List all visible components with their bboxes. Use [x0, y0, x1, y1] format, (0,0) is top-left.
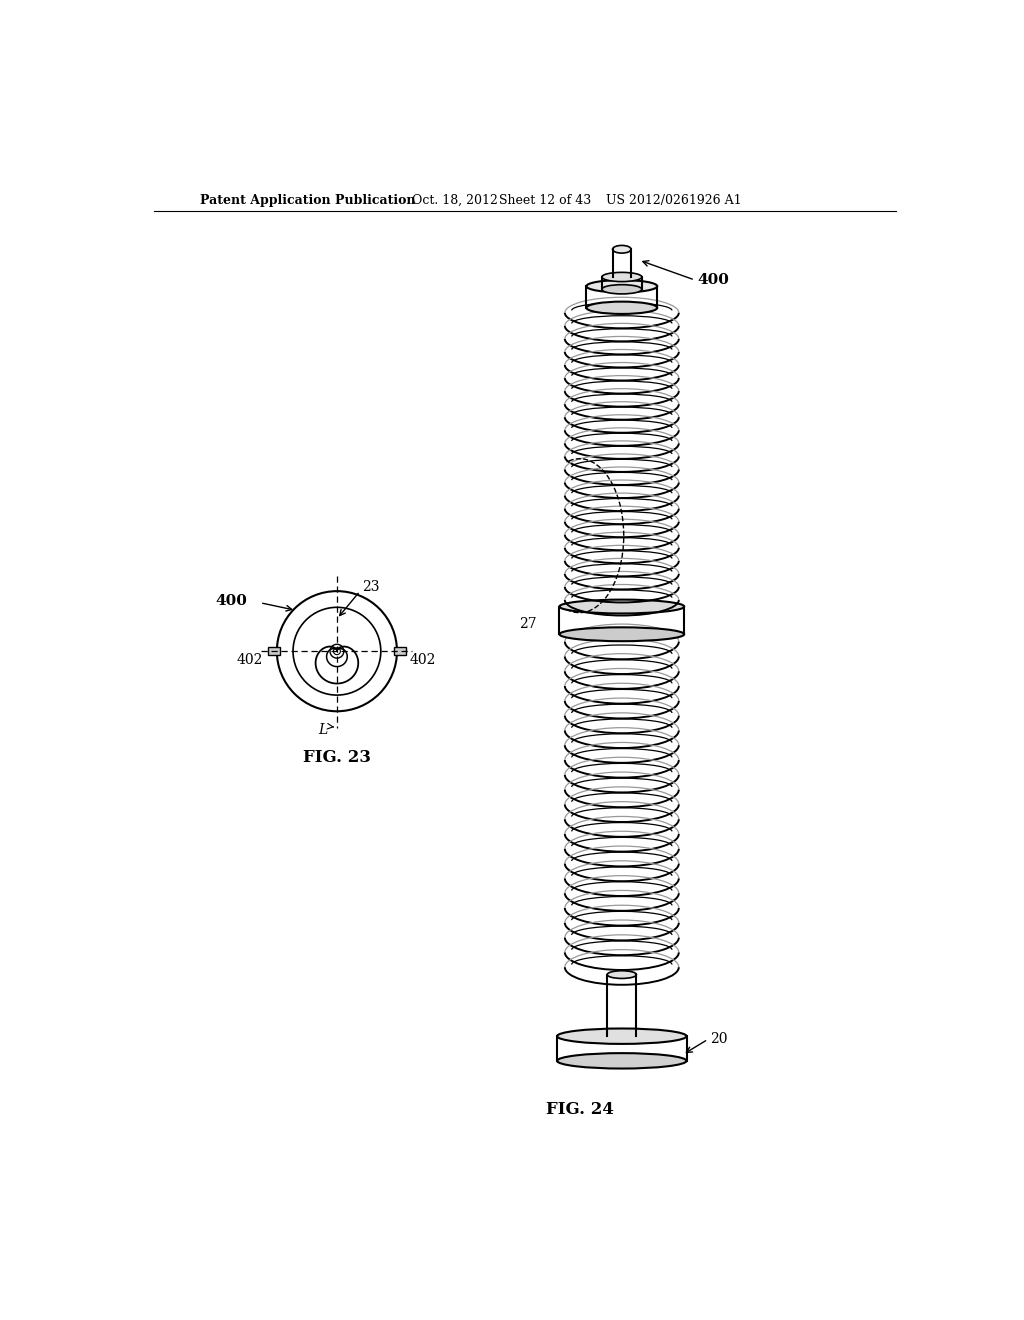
- Text: 402: 402: [237, 653, 263, 668]
- Text: 400: 400: [697, 273, 729, 286]
- Text: FIG. 23: FIG. 23: [303, 748, 371, 766]
- Ellipse shape: [559, 627, 684, 642]
- Text: Sheet 12 of 43: Sheet 12 of 43: [499, 194, 591, 207]
- Ellipse shape: [557, 1053, 686, 1069]
- Ellipse shape: [602, 272, 642, 281]
- Text: US 2012/0261926 A1: US 2012/0261926 A1: [606, 194, 742, 207]
- Text: Patent Application Publication: Patent Application Publication: [200, 194, 416, 207]
- Text: L: L: [318, 723, 328, 737]
- Ellipse shape: [612, 246, 631, 253]
- Ellipse shape: [587, 280, 657, 293]
- Ellipse shape: [559, 599, 684, 614]
- Ellipse shape: [602, 285, 642, 294]
- Text: 400: 400: [215, 594, 247, 609]
- Text: 23: 23: [362, 579, 380, 594]
- Bar: [394, 647, 407, 655]
- Text: Oct. 18, 2012: Oct. 18, 2012: [412, 194, 498, 207]
- Ellipse shape: [557, 1028, 686, 1044]
- Text: FIG. 24: FIG. 24: [546, 1101, 613, 1118]
- Ellipse shape: [607, 970, 637, 978]
- Text: 27: 27: [519, 618, 537, 631]
- Text: 402: 402: [410, 653, 435, 668]
- Ellipse shape: [587, 302, 657, 314]
- Text: 20: 20: [710, 1032, 727, 1047]
- Bar: [267, 647, 280, 655]
